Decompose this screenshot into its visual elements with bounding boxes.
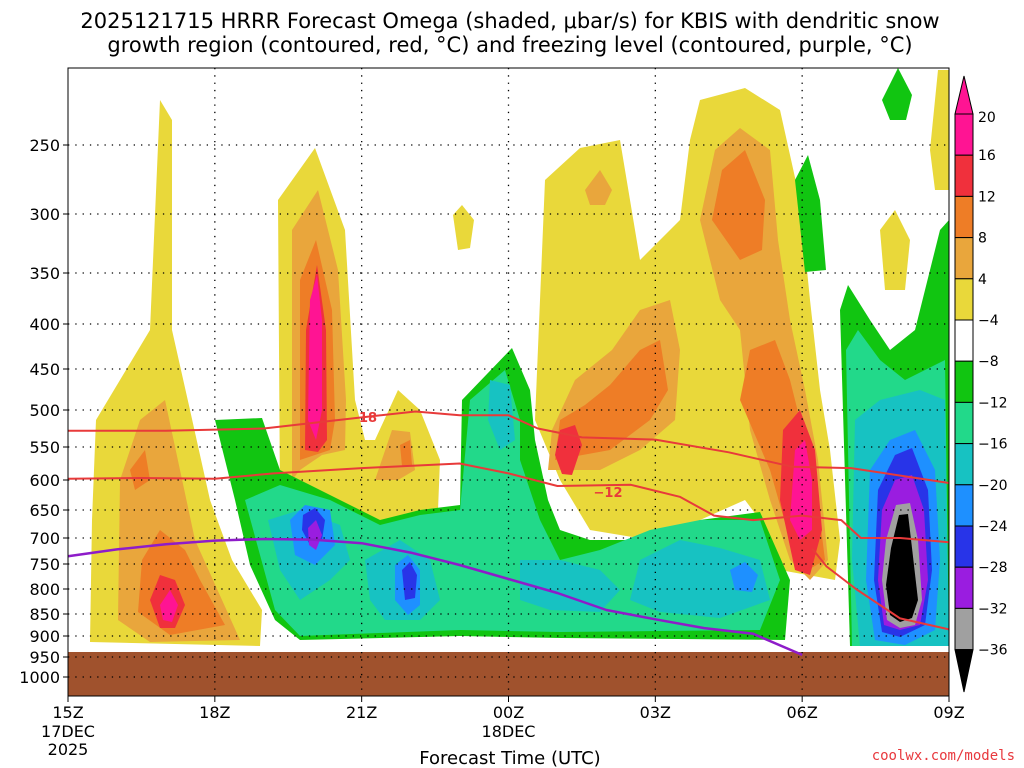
y-tick-label-1000: 1000 — [19, 668, 60, 687]
colorbar-label-12: −32 — [978, 601, 1008, 617]
colorbar-label-4: 4 — [978, 272, 987, 288]
colorbar-top-arrow — [954, 75, 974, 115]
y-tick-label-350: 350 — [29, 264, 60, 283]
chart-title-line1: 2025121715 HRRR Forecast Omega (shaded, … — [80, 9, 939, 33]
y-tick-label-300: 300 — [29, 205, 60, 224]
colorbar-swatch-12 — [954, 607, 974, 651]
contour-line-minus18 — [68, 410, 950, 484]
x-tick-sublabel-00Z: 18DEC — [482, 722, 536, 741]
y-tick-label-600: 600 — [29, 471, 60, 490]
omega-shading — [90, 68, 949, 646]
colorbar-swatch-4 — [954, 278, 974, 321]
colorbar-label-2: 12 — [978, 189, 996, 205]
axes: 250 300 350 400 450 500 550 600 650 700 750 800 850 9… — [19, 136, 964, 759]
freezing-level-line — [67, 537, 803, 657]
colorbar-label-7: −12 — [978, 395, 1008, 411]
y-tick-label-550: 550 — [29, 438, 60, 457]
x-tick-label-15Z: 15Z — [52, 703, 83, 722]
colorbar-label-5: −4 — [978, 313, 999, 329]
y-tick-label-900: 900 — [29, 627, 60, 646]
y-tick-label-750: 750 — [29, 555, 60, 574]
colorbar-swatch-10 — [954, 525, 974, 568]
x-tick-sublabel-15Z: 17DEC — [41, 722, 95, 741]
colorbar-swatch-11 — [954, 566, 974, 609]
y-tick-label-500: 500 — [29, 401, 60, 420]
colorbar-swatch-7 — [954, 401, 974, 445]
colorbar-swatch-1 — [954, 154, 974, 197]
colorbar-swatch-6 — [954, 360, 974, 403]
colorbar-label-10: −24 — [978, 519, 1008, 535]
y-tick-label-650: 650 — [29, 501, 60, 520]
contour-line-minus12 — [67, 462, 950, 544]
contour-line-minus12-branch — [811, 547, 950, 631]
contour-label-18: 18 — [359, 411, 377, 426]
contour-series — [67, 410, 950, 657]
colorbar-bottom-arrow — [954, 649, 974, 693]
x-tick-label-00Z: 00Z — [493, 703, 524, 722]
colorbar-swatch-3 — [954, 237, 974, 280]
x-tick-label-06Z: 06Z — [787, 703, 818, 722]
y-tick-label-850: 850 — [29, 605, 60, 624]
contour-label-minus12: −12 — [594, 486, 623, 501]
colorbar-label-1: 16 — [978, 148, 996, 164]
x-axis-label: Forecast Time (UTC) — [419, 748, 600, 768]
colorbar-swatch-0 — [954, 113, 974, 156]
y-tick-label-700: 700 — [29, 529, 60, 548]
y-tick-label-400: 400 — [29, 315, 60, 334]
grid-lines — [68, 68, 949, 696]
y-tick-label-250: 250 — [29, 136, 60, 155]
colorbar: 20 16 12 8 4 −4 −8 −12 −16 −20 −24 −28 −32 −36 — [954, 75, 1008, 693]
colorbar-label-11: −28 — [978, 560, 1008, 576]
colorbar-label-3: 8 — [978, 231, 987, 247]
colorbar-swatch-9 — [954, 484, 974, 527]
credit-text: coolwx.com/models — [872, 748, 1015, 764]
colorbar-label-0: 20 — [978, 110, 996, 126]
colorbar-swatch-2 — [954, 195, 974, 239]
colorbar-label-6: −8 — [978, 354, 999, 370]
y-tick-label-450: 450 — [29, 360, 60, 379]
colorbar-swatch-5 — [954, 319, 974, 362]
x-tick-label-03Z: 03Z — [640, 703, 671, 722]
colorbar-label-8: −16 — [978, 437, 1008, 453]
y-tick-label-950: 950 — [29, 648, 60, 667]
x-tick-label-21Z: 21Z — [346, 703, 377, 722]
chart-title-line2: growth region (contoured, red, °C) and f… — [107, 33, 912, 57]
colorbar-label-9: −20 — [978, 478, 1008, 494]
plot-frame — [67, 67, 950, 697]
y-tick-label-800: 800 — [29, 580, 60, 599]
x-tick-year-15Z: 2025 — [48, 740, 89, 759]
colorbar-swatch-8 — [954, 443, 974, 486]
x-tick-label-18Z: 18Z — [199, 703, 230, 722]
x-tick-label-09Z: 09Z — [933, 703, 964, 722]
colorbar-label-13: −36 — [978, 643, 1008, 659]
